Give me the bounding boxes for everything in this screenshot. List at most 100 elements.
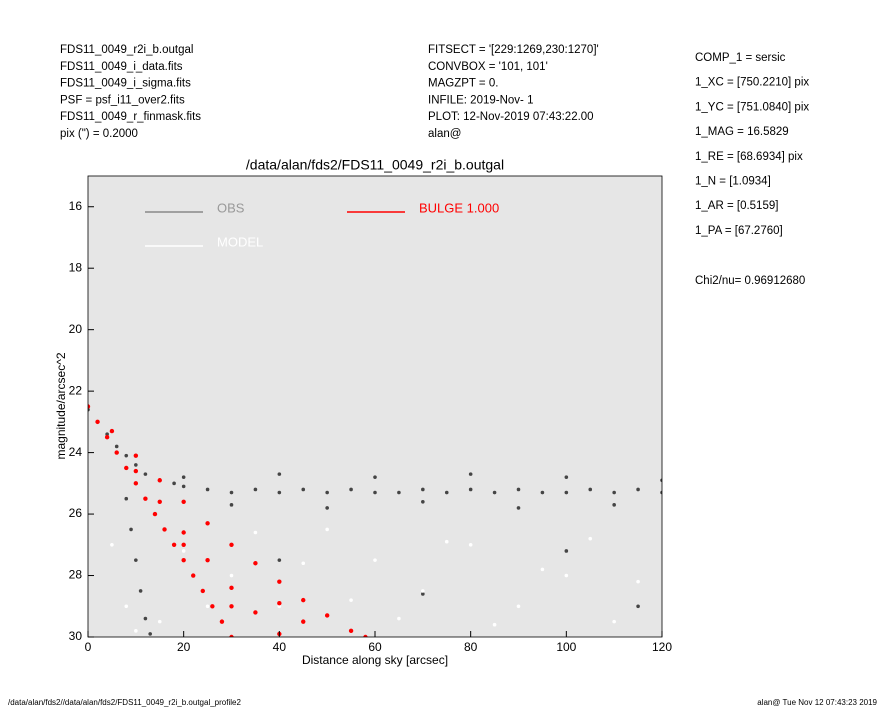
data-point xyxy=(129,527,133,532)
chi-square: Chi2/nu= 0.96912680 xyxy=(695,275,805,287)
data-point xyxy=(349,598,353,602)
header-right-line: 1_YC = [751.0840] pix xyxy=(695,101,809,113)
y-tick-label: 20 xyxy=(69,322,83,336)
data-point xyxy=(516,604,521,609)
data-point xyxy=(373,490,377,495)
data-point xyxy=(109,428,115,434)
y-axis-label: magnitude/arcsec^2 xyxy=(54,352,68,459)
header-right-line: 1_N = [1.0934] xyxy=(695,176,771,188)
footer-right: alan@ Tue Nov 12 07:43:23 2019 xyxy=(757,698,877,707)
data-point xyxy=(133,468,139,474)
data-point xyxy=(636,604,640,609)
x-tick-label: 100 xyxy=(556,640,576,654)
data-point xyxy=(564,490,569,495)
header-left-line: FDS11_0049_i_sigma.fits xyxy=(60,78,191,90)
data-point xyxy=(210,604,215,609)
data-point xyxy=(349,487,353,492)
x-tick-label: 80 xyxy=(464,640,478,654)
data-point xyxy=(325,506,329,510)
header-right-line: 1_PA = [67.2760] xyxy=(695,225,783,237)
data-point xyxy=(612,490,616,495)
data-point xyxy=(468,543,473,547)
data-point xyxy=(325,490,329,495)
header-right-line: COMP_1 = sersic xyxy=(695,52,786,64)
data-point xyxy=(348,628,354,634)
header-middle-line: PLOT: 12-Nov-2019 07:43:22.00 xyxy=(428,111,594,123)
data-point xyxy=(143,472,148,476)
data-point xyxy=(636,579,640,584)
data-point xyxy=(540,567,545,572)
data-point xyxy=(133,481,139,486)
data-point xyxy=(162,527,167,532)
x-tick-label: 60 xyxy=(368,640,382,654)
data-point xyxy=(444,539,449,544)
data-point xyxy=(229,573,234,578)
x-tick-label: 40 xyxy=(273,640,287,654)
data-point xyxy=(229,490,234,495)
data-point xyxy=(588,487,593,492)
data-point xyxy=(444,490,449,495)
data-point xyxy=(277,490,282,495)
data-point xyxy=(181,542,186,547)
data-point xyxy=(588,536,593,541)
data-point xyxy=(114,450,119,455)
data-point xyxy=(157,478,162,483)
data-point xyxy=(124,496,129,501)
data-point xyxy=(468,472,473,476)
data-point xyxy=(181,475,186,479)
data-point xyxy=(421,589,425,593)
header-right-line: 1_MAG = 16.5829 xyxy=(695,126,789,138)
data-point xyxy=(205,487,210,492)
data-point xyxy=(397,616,401,621)
data-point xyxy=(540,490,545,495)
y-tick-label: 22 xyxy=(69,383,83,397)
data-point xyxy=(124,465,129,471)
data-point xyxy=(219,619,225,624)
header-left-line: FDS11_0049_i_data.fits xyxy=(60,61,183,73)
x-tick-label: 120 xyxy=(652,640,672,654)
data-point xyxy=(181,484,186,489)
data-point xyxy=(492,490,497,495)
chart-title: /data/alan/fds2/FDS11_0049_r2i_b.outgal xyxy=(246,157,504,173)
data-point xyxy=(134,558,138,562)
data-point xyxy=(171,542,177,547)
header-left-line: FDS11_0049_r2i_b.outgal xyxy=(60,44,193,56)
data-point xyxy=(133,453,139,458)
data-point xyxy=(636,487,640,492)
data-point xyxy=(612,503,616,507)
x-tick-label: 20 xyxy=(177,640,191,654)
data-point xyxy=(114,444,119,449)
data-point xyxy=(205,521,210,526)
data-point xyxy=(152,511,158,517)
data-point xyxy=(468,487,473,492)
data-point xyxy=(564,573,569,578)
data-point xyxy=(229,585,234,591)
x-axis-label: Distance along sky [arcsec] xyxy=(302,653,448,667)
data-point xyxy=(277,472,282,476)
header-middle-line: CONVBOX = '101, 101' xyxy=(428,61,548,73)
data-point xyxy=(373,558,377,562)
y-tick-label: 30 xyxy=(69,629,83,643)
data-point xyxy=(373,475,377,479)
data-point xyxy=(277,579,282,584)
data-point xyxy=(301,487,306,492)
y-tick-label: 24 xyxy=(69,445,83,459)
data-point xyxy=(253,610,258,615)
data-point xyxy=(324,613,330,618)
data-point xyxy=(95,419,100,425)
data-point xyxy=(253,561,258,566)
data-point xyxy=(301,597,306,603)
y-tick-label: 18 xyxy=(69,260,83,274)
plot-area xyxy=(88,404,662,637)
data-point xyxy=(104,435,110,440)
data-point xyxy=(124,453,129,458)
data-point xyxy=(181,499,186,504)
data-point xyxy=(660,478,662,483)
plot-background xyxy=(88,176,662,637)
data-point xyxy=(124,604,129,609)
data-point xyxy=(200,588,205,594)
data-point xyxy=(134,629,138,633)
data-point xyxy=(325,527,329,532)
header-left-line: pix (") = 0.2000 xyxy=(60,128,138,140)
data-point xyxy=(172,481,176,486)
